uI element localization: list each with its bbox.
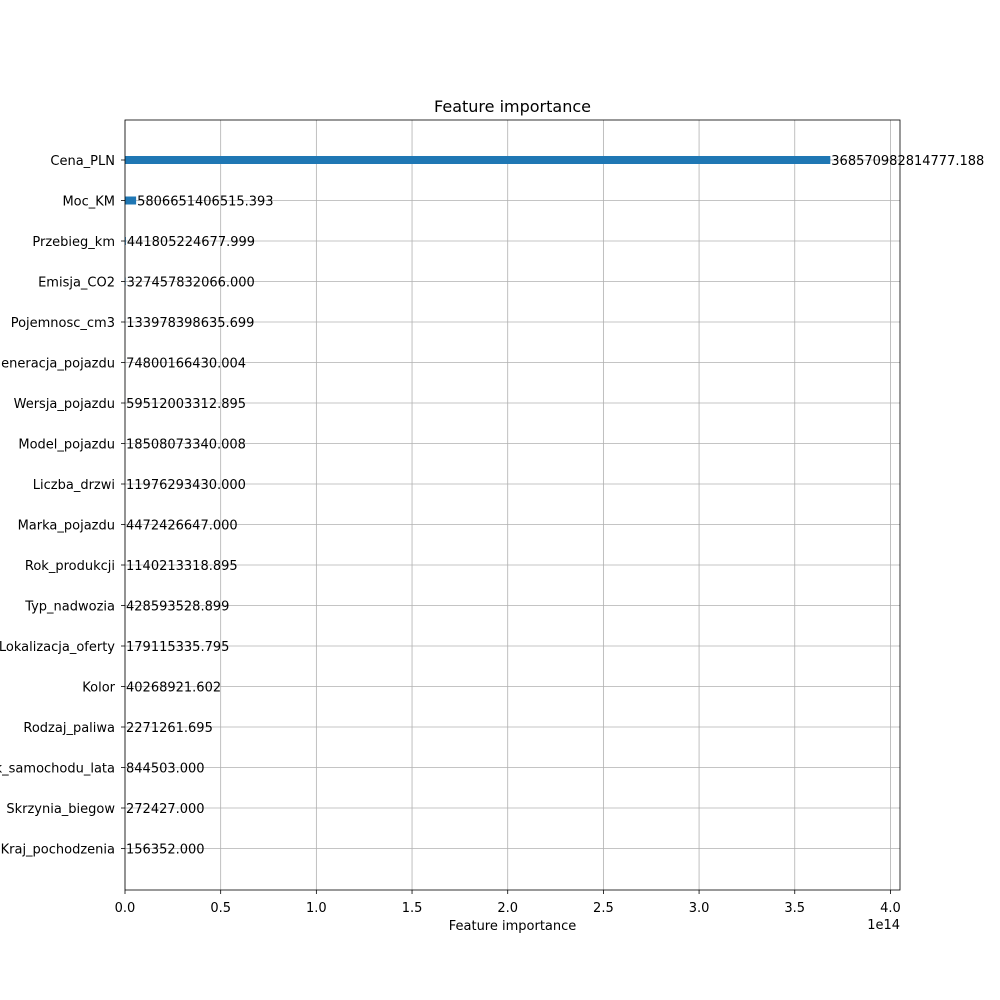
y-tick-label: Skrzynia_biegow <box>6 802 115 817</box>
y-tick-label: Rodzaj_paliwa <box>23 721 115 736</box>
value-label-layer: 368570982814777.188 5806651406515.393 4418… <box>126 154 984 858</box>
bar-value-label: 133978398635.699 <box>126 316 254 331</box>
y-tick-label: Liczba_drzwi <box>33 478 115 493</box>
x-tick-label: 3.0 <box>689 901 710 916</box>
bar-value-label: 74800166430.004 <box>126 357 246 372</box>
y-tick-label: Moc_KM <box>62 195 115 210</box>
bar-value-label: 5806651406515.393 <box>137 195 273 210</box>
y-tick-label: Typ_nadwozia <box>24 600 115 615</box>
grid-layer <box>124 120 900 890</box>
bar-value-label: 40268921.602 <box>126 681 221 696</box>
bar <box>125 156 831 164</box>
plot-frame <box>124 119 901 891</box>
bar-value-label: 1140213318.895 <box>126 559 238 574</box>
bar-value-label: 179115335.795 <box>126 640 229 655</box>
x-tick-label: 1.0 <box>306 901 327 916</box>
chart-title: Feature importance <box>434 97 591 116</box>
y-tick-label: Emisja_CO2 <box>38 276 115 291</box>
x-tick-label: 2.5 <box>593 901 614 916</box>
bar <box>125 196 137 205</box>
x-axis-label: Feature importance <box>449 919 577 934</box>
y-tick-layer: Cena_PLN Moc_KM Przebieg_km Emisja_CO2 Pojem… <box>0 154 125 858</box>
bar-value-label: 2271261.695 <box>126 721 213 736</box>
y-tick-label: Kolor <box>82 681 115 696</box>
bar-value-label: 428593528.899 <box>126 600 229 615</box>
y-tick-label: Rok_produkcji <box>25 559 115 574</box>
bar-value-label: 441805224677.999 <box>127 235 255 250</box>
label-layer: Cena_PLN Moc_KM Przebieg_km Emisja_CO2 Pojem… <box>0 154 984 858</box>
bar-value-label: 368570982814777.188 <box>831 154 984 169</box>
bar-value-label: 327457832066.000 <box>127 276 255 291</box>
x-tick-label: 0.0 <box>115 901 136 916</box>
x-tick-label: 2.0 <box>497 901 518 916</box>
y-tick-label: Pojemnosc_cm3 <box>11 316 115 331</box>
y-tick-label: Generacja_pojazdu <box>0 357 115 372</box>
y-tick-label: Model_pojazdu <box>18 438 115 453</box>
x-tick-label: 1.5 <box>402 901 423 916</box>
x-tick-label: 4.0 <box>880 901 901 916</box>
bar-value-label: 272427.000 <box>126 802 205 817</box>
bar <box>125 237 126 245</box>
x-tick-label: 3.5 <box>784 901 805 916</box>
y-tick-label: Przebieg_km <box>32 235 115 250</box>
bar-value-label: 844503.000 <box>126 762 205 777</box>
bar-value-label: 156352.000 <box>126 843 205 858</box>
y-tick-label: Cena_PLN <box>50 154 115 169</box>
x-tick-layer: 0.0 0.5 1.0 1.5 2.0 2.5 3.0 3.5 4.0 <box>115 890 901 916</box>
bar-value-label: 11976293430.000 <box>126 478 246 493</box>
y-tick-label: Lokalizacja_oferty <box>0 640 115 655</box>
x-axis-scale-label: 1e14 <box>867 918 900 933</box>
y-tick-label: Wersja_pojazdu <box>14 397 115 412</box>
y-tick-label: Wiek_samochodu_lata <box>0 762 115 777</box>
y-tick-label: Marka_pojazdu <box>18 519 115 534</box>
bar-value-label: 4472426647.000 <box>126 519 238 534</box>
y-tick-label: Kraj_pochodzenia <box>1 843 115 858</box>
x-tick-label: 0.5 <box>210 901 231 916</box>
bar-value-label: 59512003312.895 <box>126 397 246 412</box>
bar-value-label: 18508073340.008 <box>126 438 246 453</box>
